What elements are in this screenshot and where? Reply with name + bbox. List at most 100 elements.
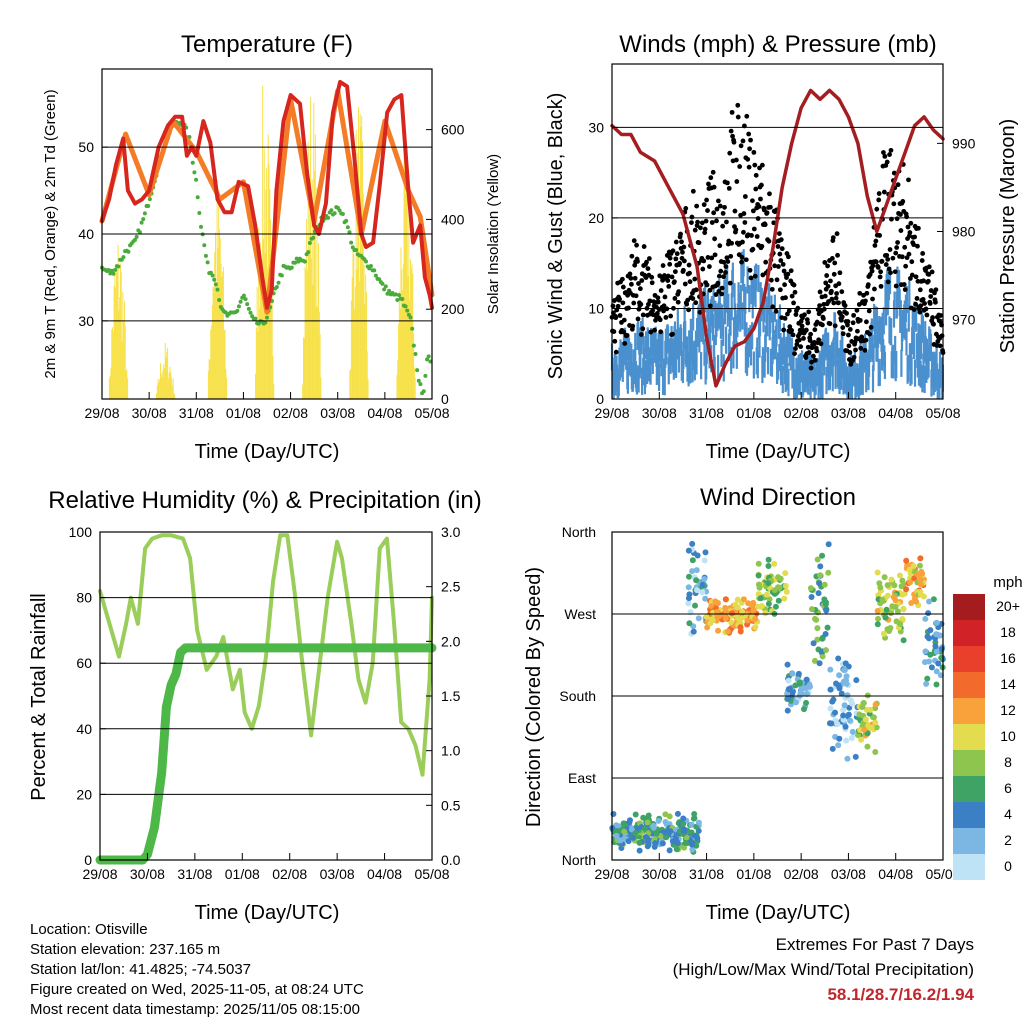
gust-point [877,274,883,280]
gust-point [632,275,638,281]
direction-point [692,832,699,839]
direction-ytick-label: North [562,852,596,868]
gust-point [712,252,718,258]
humidity-ytick-label: 40 [76,721,92,737]
direction-point [628,826,635,833]
temperature-title: Temperature (F) [181,31,353,58]
gust-point [927,301,933,306]
gust-point [741,229,746,235]
gust-point [666,284,672,289]
humidity-xtick-label: 04/08 [367,866,402,882]
gust-point [847,350,853,355]
direction-point [734,615,741,622]
temperature-xtick-label: 03/08 [320,405,355,421]
direction-point [920,593,927,600]
gust-point [638,301,644,307]
gust-point [667,255,673,261]
gust-point [628,281,634,287]
direction-xtick-label: 05/08 [925,866,960,882]
gust-point [665,273,671,279]
gust-point [763,259,769,265]
direction-point [662,818,669,825]
direction-point [701,557,708,564]
direction-point [803,699,810,706]
dewpoint-point [238,299,243,304]
gust-point [791,282,797,288]
gust-point [748,137,753,143]
gust-point [634,242,639,248]
dewpoint-point [212,277,217,282]
direction-point [681,827,688,834]
dewpoint-point [405,308,410,313]
winds-xtick-label: 31/08 [689,405,724,421]
temperature-xtick-label: 05/08 [414,405,449,421]
direction-point [840,667,847,674]
direction-point [904,562,911,569]
gust-point [851,312,857,318]
gust-point [812,327,818,333]
winds-xtick-label: 03/08 [831,405,866,421]
gust-point [817,289,823,295]
gust-point [613,315,619,321]
direction-point [926,635,933,642]
gust-point [725,259,731,264]
gust-point [708,175,714,181]
legend-swatch [953,594,985,620]
gust-point [717,243,723,249]
gust-point [719,291,725,297]
gust-point [779,246,785,252]
direction-point [689,568,696,575]
gust-point [786,308,792,314]
gust-point [894,245,900,250]
gust-point [884,252,890,258]
gust-point [867,331,873,337]
direction-point [906,566,913,573]
dewpoint-point [199,224,203,229]
direction-point [745,600,752,607]
direction-point [910,562,917,569]
gust-point [698,225,703,231]
direction-point [765,562,772,569]
gust-point [660,263,666,268]
direction-point [879,596,886,603]
legend-label: 20+ [996,598,1020,614]
gust-point [613,349,619,355]
legend-swatch [953,828,985,854]
temperature-xtick-label: 30/08 [132,405,167,421]
legend-label: 12 [1000,702,1016,718]
gust-point [782,282,787,288]
gust-point [822,260,828,265]
humidity-ytick-label: 80 [76,590,92,606]
dewpoint-point [428,359,433,364]
gust-point [917,287,923,293]
dewpoint-point [142,211,147,216]
direction-point [693,567,700,574]
gust-point [922,301,927,306]
gust-point [782,315,788,321]
gust-point [745,156,751,162]
gust-point [655,299,661,305]
humidity-plot-area [95,533,437,865]
direction-point [827,666,834,673]
humidity-xtick-label: 31/08 [177,866,212,882]
gust-point [654,310,660,316]
dewpoint-point [426,354,431,359]
gust-point [657,317,663,323]
direction-point [630,834,637,841]
gust-point [767,191,772,197]
direction-point [819,552,826,559]
gust-point [863,337,869,343]
gust-point [620,284,626,290]
direction-point [933,631,940,638]
dewpoint-point [121,255,126,260]
gust-point [931,321,936,327]
gust-point [917,309,923,315]
dewpoint-point [245,302,250,307]
direction-point [876,580,883,587]
legend-label: 10 [1000,728,1016,744]
gust-point [739,254,745,260]
gust-point [780,261,786,267]
direction-point [816,580,823,587]
dewpoint-point [246,306,251,311]
gust-point [801,336,806,341]
